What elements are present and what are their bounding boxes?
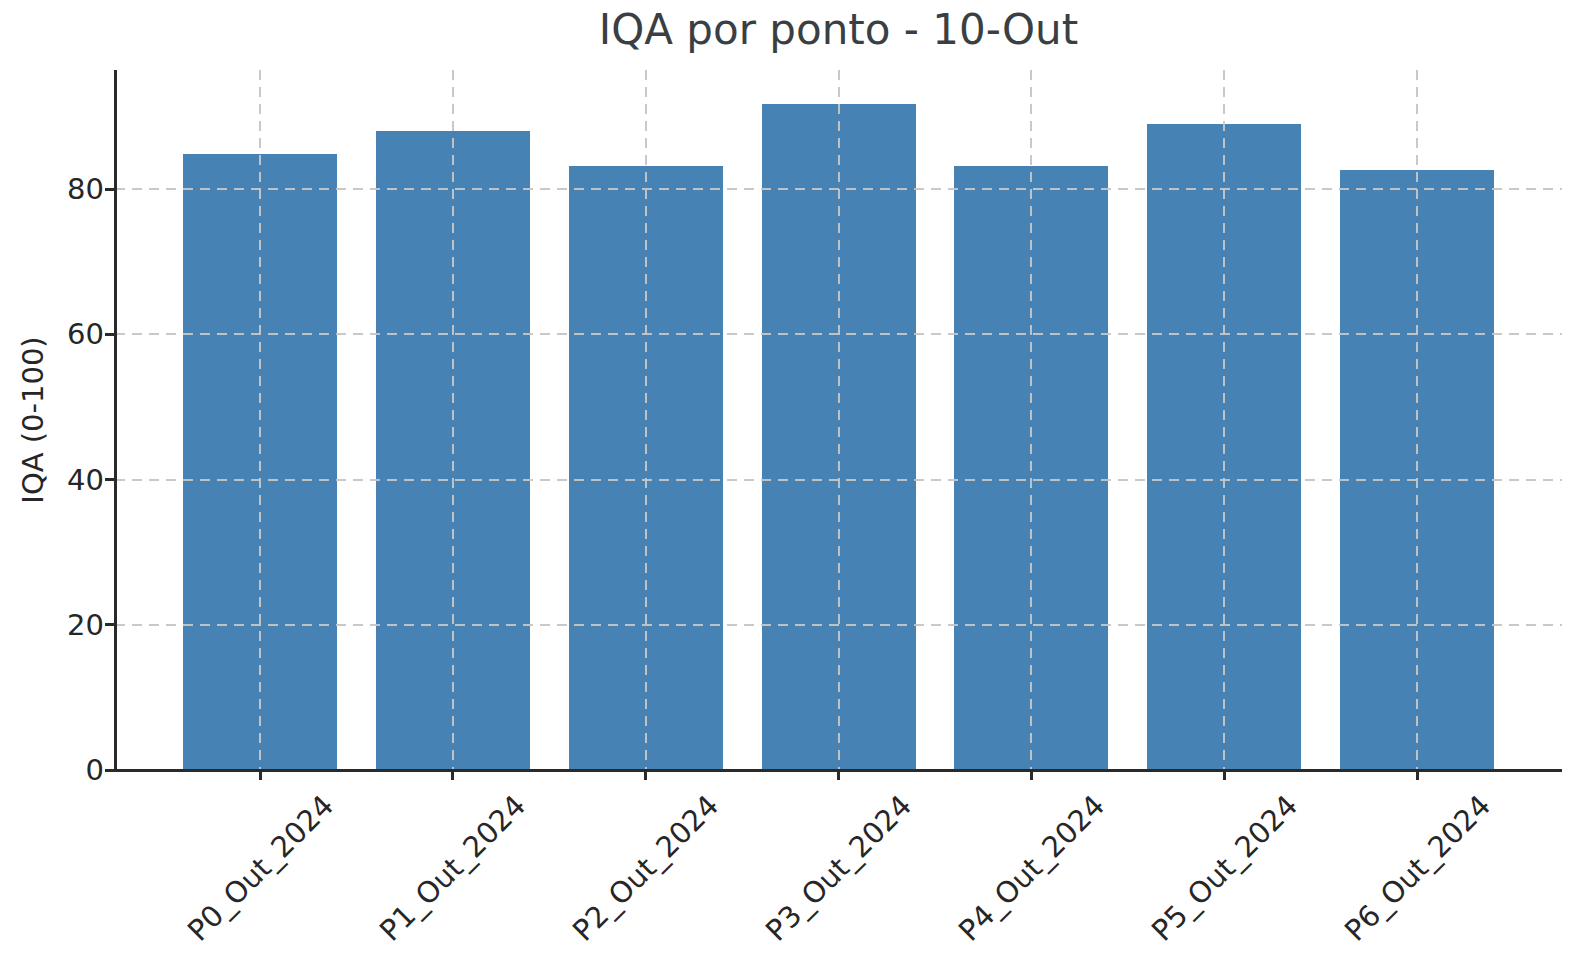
x-tick-label: P1_Out_2024 bbox=[373, 788, 532, 947]
y-axis-spine bbox=[114, 70, 117, 772]
y-tick-label: 0 bbox=[86, 754, 104, 786]
y-tickmark bbox=[105, 333, 114, 336]
bar-chart-figure: IQA por ponto - 10-Out IQA (0-100) 02040… bbox=[0, 0, 1580, 980]
y-tick-label: 20 bbox=[67, 609, 104, 641]
x-tickmark bbox=[1416, 771, 1419, 780]
horizontal-gridline bbox=[115, 188, 1562, 190]
vertical-gridline bbox=[1223, 70, 1225, 770]
x-tickmark bbox=[644, 771, 647, 780]
x-tickmark bbox=[259, 771, 262, 780]
x-tickmark bbox=[837, 771, 840, 780]
y-tick-label: 80 bbox=[67, 173, 104, 205]
vertical-gridline bbox=[259, 70, 261, 770]
x-tickmark bbox=[1223, 771, 1226, 780]
x-tick-label: P3_Out_2024 bbox=[759, 788, 918, 947]
y-tick-label: 60 bbox=[67, 318, 104, 350]
horizontal-gridline bbox=[115, 333, 1562, 335]
x-tick-label: P4_Out_2024 bbox=[952, 788, 1111, 947]
y-tickmark bbox=[105, 769, 114, 772]
x-tickmark bbox=[451, 771, 454, 780]
horizontal-gridline bbox=[115, 624, 1562, 626]
y-tick-label: 40 bbox=[67, 464, 104, 496]
x-tickmark bbox=[1030, 771, 1033, 780]
vertical-gridline bbox=[1416, 70, 1418, 770]
y-tickmark bbox=[105, 188, 114, 191]
y-tickmark bbox=[105, 478, 114, 481]
vertical-gridline bbox=[838, 70, 840, 770]
x-tick-label: P2_Out_2024 bbox=[566, 788, 725, 947]
vertical-gridline bbox=[645, 70, 647, 770]
vertical-gridline bbox=[1030, 70, 1032, 770]
x-tick-label: P5_Out_2024 bbox=[1145, 788, 1304, 947]
vertical-gridline bbox=[452, 70, 454, 770]
horizontal-gridline bbox=[115, 479, 1562, 481]
x-tick-label: P6_Out_2024 bbox=[1337, 788, 1496, 947]
plot-area: 0 20 40 60 80 P0_Out_2024P1_Out_2024P2_Out_20… bbox=[0, 0, 1580, 980]
x-tick-label: P0_Out_2024 bbox=[180, 788, 339, 947]
y-tickmark bbox=[105, 623, 114, 626]
